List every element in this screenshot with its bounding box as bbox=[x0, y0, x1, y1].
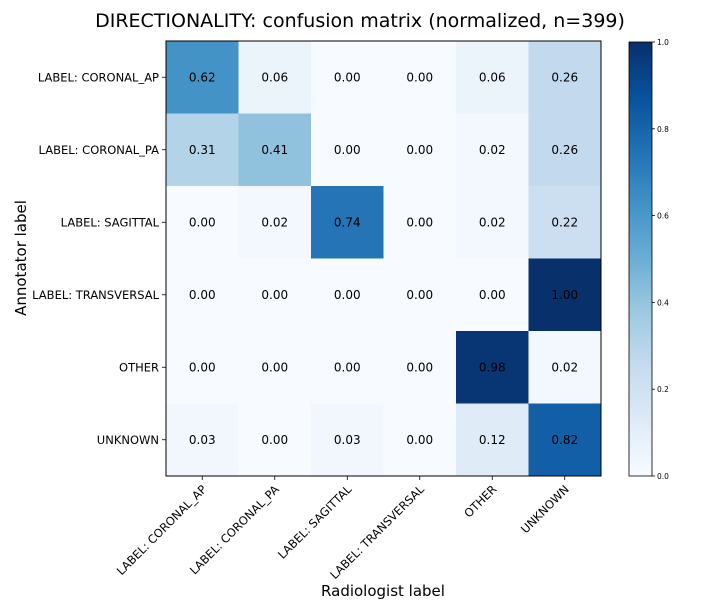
heatmap-cell bbox=[528, 258, 602, 332]
cell-value-label: 0.02 bbox=[551, 360, 578, 374]
heatmap-cell bbox=[311, 331, 384, 404]
heatmap-cell bbox=[166, 331, 239, 404]
chart-title: DIRECTIONALITY: confusion matrix (normal… bbox=[95, 10, 625, 32]
y-tick-label: LABEL: CORONAL_PA bbox=[39, 143, 160, 157]
cell-value-label: 0.22 bbox=[551, 215, 578, 229]
heatmap-cell bbox=[311, 258, 384, 332]
y-axis-label: Annotator label bbox=[12, 200, 30, 316]
x-axis-label: Radiologist label bbox=[321, 582, 445, 600]
heatmap-cell bbox=[383, 258, 457, 332]
cell-value-label: 0.06 bbox=[261, 70, 288, 84]
heatmap-cell bbox=[383, 331, 457, 404]
cell-value-label: 0.31 bbox=[189, 143, 216, 157]
cell-value-label: 0.06 bbox=[479, 70, 506, 84]
cell-value-label: 0.00 bbox=[334, 70, 361, 84]
cell-value-label: 0.82 bbox=[551, 433, 578, 447]
x-tick-label: UNKNOWN bbox=[518, 482, 572, 536]
heatmap-cell bbox=[528, 41, 602, 114]
cell-value-label: 0.03 bbox=[334, 433, 361, 447]
cell-value-label: 0.98 bbox=[479, 360, 506, 374]
heatmap-cell bbox=[166, 258, 239, 332]
heatmap-cells: 0.62 0.06 0.00 0.00 0.06 0.26 0.31 0.41 0.00 0.00… bbox=[166, 41, 602, 477]
cell-value-label: 0.02 bbox=[479, 143, 506, 157]
heatmap-cell bbox=[456, 186, 529, 259]
cell-value-label: 0.00 bbox=[261, 288, 288, 302]
y-tick-label: OTHER bbox=[119, 360, 159, 374]
cell-value-label: 0.12 bbox=[479, 433, 506, 447]
heatmap-cell bbox=[383, 113, 457, 187]
colorbar bbox=[628, 41, 653, 477]
heatmap-cell bbox=[383, 403, 457, 477]
cell-value-label: 0.00 bbox=[479, 288, 506, 302]
cell-value-label: 0.00 bbox=[261, 433, 288, 447]
colorbar-tick-label: 1.0 bbox=[657, 38, 669, 47]
cell-value-label: 0.74 bbox=[334, 215, 361, 229]
heatmap-cell bbox=[238, 41, 312, 114]
cell-value-label: 0.00 bbox=[261, 360, 288, 374]
heatmap-cell bbox=[528, 331, 602, 404]
cell-value-label: 0.00 bbox=[406, 143, 433, 157]
heatmap-cell bbox=[311, 186, 384, 259]
heatmap-cell bbox=[238, 403, 312, 477]
heatmap-cell bbox=[166, 186, 239, 259]
cell-value-label: 0.00 bbox=[189, 215, 216, 229]
cell-value-label: 0.00 bbox=[334, 143, 361, 157]
cell-value-label: 0.00 bbox=[406, 360, 433, 374]
heatmap-cell bbox=[238, 113, 312, 187]
colorbar-tick-label: 0.2 bbox=[657, 385, 669, 394]
heatmap-cell bbox=[456, 331, 529, 404]
heatmap-cell bbox=[383, 41, 457, 114]
cell-value-label: 0.00 bbox=[406, 433, 433, 447]
cell-value-label: 0.00 bbox=[334, 288, 361, 302]
heatmap-cell bbox=[456, 41, 529, 114]
y-tick-label: LABEL: SAGITTAL bbox=[61, 215, 160, 229]
cell-value-label: 0.02 bbox=[479, 215, 506, 229]
heatmap-cell bbox=[456, 258, 529, 332]
heatmap-cell bbox=[166, 113, 239, 187]
heatmap-cell bbox=[528, 186, 602, 259]
heatmap-cell bbox=[238, 186, 312, 259]
y-tick-label: LABEL: TRANSVERSAL bbox=[32, 288, 159, 302]
heatmap-cell bbox=[238, 258, 312, 332]
cell-value-label: 0.41 bbox=[261, 143, 288, 157]
x-tick-label: OTHER bbox=[461, 482, 499, 520]
colorbar-tick-label: 0.8 bbox=[657, 125, 669, 134]
heatmap-cell bbox=[311, 403, 384, 477]
x-tick-label: LABEL: SAGITTAL bbox=[275, 482, 355, 562]
heatmap-cell bbox=[383, 186, 457, 259]
heatmap-cell bbox=[166, 41, 239, 114]
colorbar-tick-label: 0.0 bbox=[657, 472, 669, 481]
plot-frame bbox=[165, 40, 602, 477]
colorbar-tick-label: 0.4 bbox=[657, 298, 669, 307]
cell-value-label: 0.00 bbox=[406, 288, 433, 302]
heatmap-cell bbox=[456, 403, 529, 477]
heatmap-cell bbox=[528, 403, 602, 477]
heatmap-cell bbox=[311, 113, 384, 187]
cell-value-label: 1.00 bbox=[551, 288, 578, 302]
y-tick-labels: LABEL: CORONAL_AP LABEL: CORONAL_PA LABEL:… bbox=[32, 70, 166, 447]
cell-value-label: 0.26 bbox=[551, 143, 578, 157]
cell-value-label: 0.00 bbox=[189, 360, 216, 374]
cell-value-label: 0.00 bbox=[406, 70, 433, 84]
colorbar-tick-label: 0.6 bbox=[657, 212, 669, 221]
cell-value-label: 0.26 bbox=[551, 70, 578, 84]
heatmap-cell bbox=[528, 113, 602, 187]
heatmap-cell bbox=[166, 403, 239, 477]
heatmap-cell bbox=[238, 331, 312, 404]
heatmap-cell bbox=[311, 41, 384, 114]
colorbar-ticks: 0.0 0.2 0.4 0.6 0.8 1.0 bbox=[652, 38, 669, 481]
cell-value-label: 0.62 bbox=[189, 70, 216, 84]
y-tick-label: UNKNOWN bbox=[97, 433, 159, 447]
heatmap-cell bbox=[456, 113, 529, 187]
cell-value-label: 0.00 bbox=[406, 215, 433, 229]
cell-value-label: 0.00 bbox=[189, 288, 216, 302]
cell-value-label: 0.02 bbox=[261, 215, 288, 229]
y-tick-label: LABEL: CORONAL_AP bbox=[38, 70, 159, 84]
cell-value-label: 0.00 bbox=[334, 360, 361, 374]
cell-value-label: 0.03 bbox=[189, 433, 216, 447]
